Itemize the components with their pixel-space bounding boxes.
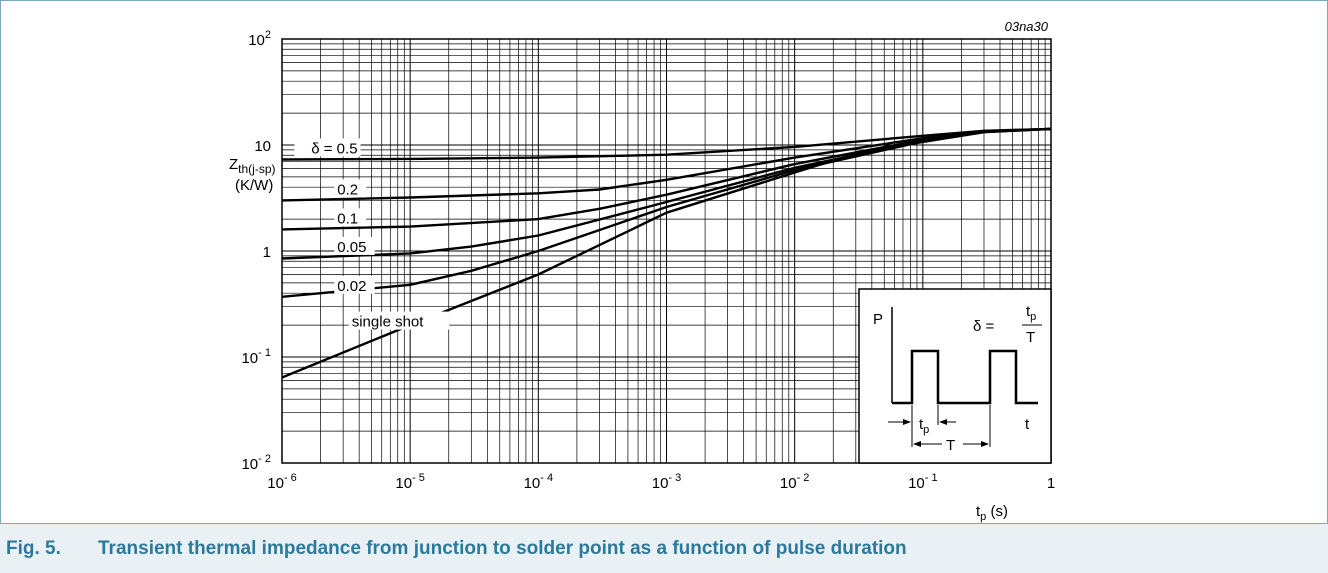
y-label-main: Z bbox=[229, 156, 238, 173]
formula-lhs: δ = bbox=[973, 318, 995, 335]
period-label: T bbox=[946, 437, 955, 454]
series-label-bg bbox=[334, 208, 367, 227]
tp-dimension: tp bbox=[888, 405, 991, 447]
inset-t-label: t bbox=[1025, 416, 1030, 433]
x-label-sub: p bbox=[980, 511, 986, 523]
x-axis-label: tp (s) bbox=[976, 503, 1008, 523]
figure-caption: Fig. 5. Transient thermal impedance from… bbox=[0, 523, 1328, 573]
x-tick-label: 10- 1 bbox=[908, 472, 938, 492]
series-label-bg bbox=[334, 275, 375, 294]
tick-labels: 10- 6 10- 5 10- 4 10- 3 10- 2 10- 1 1 10- 2 10- … bbox=[241, 29, 1055, 492]
plot-border bbox=[281, 38, 1052, 464]
series-label-5: single shot bbox=[352, 314, 425, 331]
series-label-0: δ = 0.5 bbox=[311, 140, 357, 157]
inset-box bbox=[858, 288, 1052, 464]
y-tick-label: 10 bbox=[254, 138, 271, 155]
inset-p-label: P bbox=[873, 311, 883, 328]
figure-id: 03na30 bbox=[1005, 19, 1049, 34]
period-dimension: T bbox=[913, 437, 989, 454]
series-label-4: 0.02 bbox=[337, 278, 366, 295]
series-labels: δ = 0.5 0.2 0.1 0.05 0.02 single shot bbox=[294, 138, 450, 331]
series-label-bg bbox=[334, 179, 367, 198]
series-lines bbox=[281, 127, 1052, 379]
y-tick-label: 102 bbox=[248, 29, 271, 49]
formula-num-sub: p bbox=[1030, 311, 1036, 323]
y-axis-label: Zth(j-sp) (K/W) bbox=[229, 156, 276, 194]
svg-text:tp: tp bbox=[1026, 303, 1036, 323]
y-label-sub: th(j-sp) bbox=[238, 162, 275, 176]
series-label-bg bbox=[334, 236, 375, 255]
x-tick-label: 1 bbox=[1047, 475, 1055, 492]
figure-frame: δ = 0.5 0.2 0.1 0.05 0.02 single shot 10- 6 10… bbox=[0, 0, 1328, 523]
x-tick-label: 10- 2 bbox=[780, 472, 810, 492]
series-label-bg bbox=[348, 311, 450, 330]
tp-label-main: t bbox=[919, 416, 924, 433]
x-tick-label: 10- 5 bbox=[395, 472, 425, 492]
formula-den: T bbox=[1026, 329, 1035, 346]
x-label-unit: (s) bbox=[986, 503, 1008, 520]
svg-text:tp: tp bbox=[919, 416, 929, 436]
series-label-2: 0.1 bbox=[337, 210, 358, 227]
tp-label-sub: p bbox=[923, 424, 929, 436]
caption-number: Fig. 5. bbox=[6, 538, 61, 559]
series-line-5 bbox=[281, 127, 1052, 379]
y-tick-label: 1 bbox=[263, 244, 271, 261]
x-tick-label: 10- 3 bbox=[652, 472, 682, 492]
y-tick-label: 10- 2 bbox=[241, 453, 271, 473]
series-label-bg bbox=[294, 138, 361, 157]
inset-formula: δ = tp T bbox=[973, 303, 1042, 346]
inset-waveform bbox=[892, 349, 1038, 405]
x-label-main: t bbox=[976, 503, 981, 520]
x-tick-label: 10- 4 bbox=[524, 472, 554, 492]
y-tick-label: 10- 1 bbox=[241, 347, 271, 367]
x-tick-label: 10- 6 bbox=[267, 472, 297, 492]
series-label-3: 0.05 bbox=[337, 239, 366, 256]
series-label-1: 0.2 bbox=[337, 181, 358, 198]
caption-text: Transient thermal impedance from junctio… bbox=[98, 538, 907, 559]
pulse-diagram-inset: P t δ = tp T tp bbox=[858, 288, 1052, 464]
svg-text:Zth(j-sp): Zth(j-sp) bbox=[229, 156, 276, 176]
y-label-unit: (K/W) bbox=[235, 177, 273, 194]
formula-num-main: t bbox=[1026, 303, 1031, 320]
